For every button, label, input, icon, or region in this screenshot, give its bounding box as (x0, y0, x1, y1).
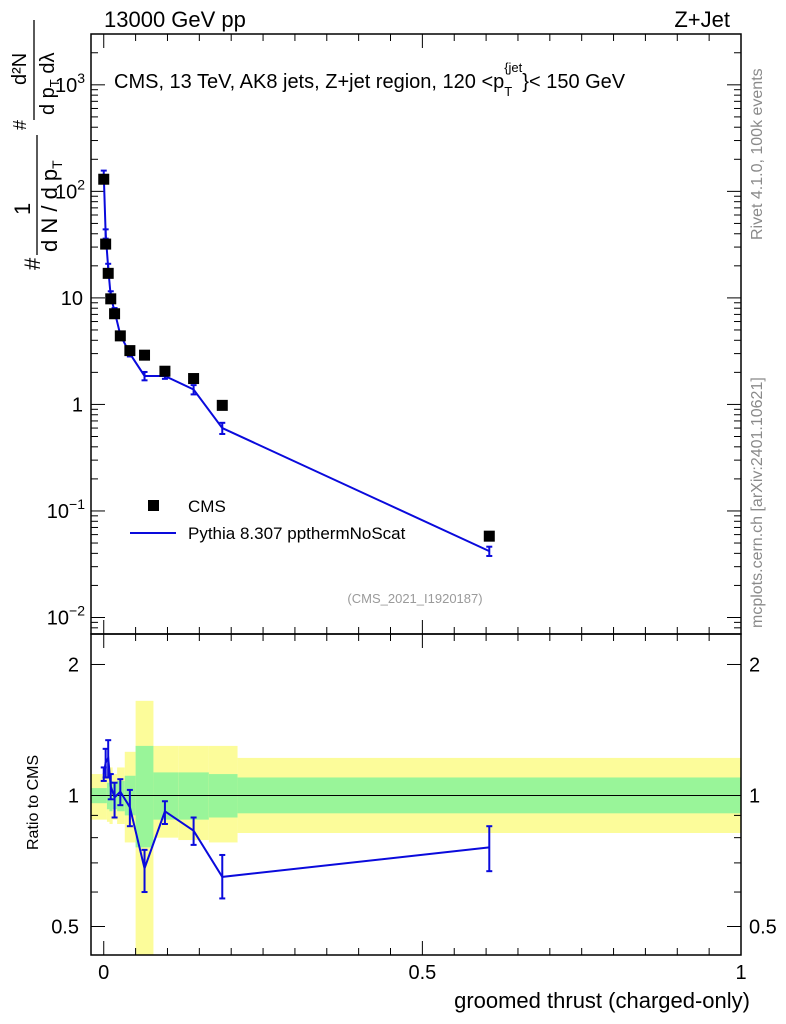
x-axis-label: groomed thrust (charged-only) (454, 988, 750, 1013)
legend-cms-marker (148, 500, 159, 511)
main-y-axis-label: # 1 d N / d pT # d²N d pT dλ (9, 20, 65, 270)
cms-data-point (100, 238, 112, 250)
rivet-version-label: Rivet 4.1.0, 100k events (749, 68, 766, 240)
main-y-tick-label: 103 (55, 70, 85, 97)
cms-data-point (139, 349, 151, 361)
analysis-tag: (CMS_2021_I1920187) (347, 591, 482, 606)
cms-data-point (109, 308, 121, 320)
legend-cms-label: CMS (188, 497, 226, 516)
cms-data-point (114, 330, 126, 342)
ratio-y-tick-label-right: 1 (749, 785, 760, 807)
x-tick-label: 0 (98, 962, 109, 984)
ratio-y-tick-label: 2 (68, 654, 79, 676)
ratio-y-tick-label-right: 0.5 (749, 916, 777, 938)
svg-text:d pT dλ: d pT dλ (37, 53, 62, 115)
legend: CMS Pythia 8.307 ppthermNoScat (130, 497, 406, 543)
plot-title: CMS, 13 TeV, AK8 jets, Z+jet region, 120… (114, 60, 626, 99)
x-tick-label: 0.5 (408, 962, 436, 984)
svg-text:#: # (10, 120, 30, 130)
header-process-label: Z+Jet (674, 7, 730, 32)
cms-data-point (483, 530, 495, 542)
header-beam-label: 13000 GeV pp (104, 7, 246, 32)
x-tick-label: 1 (735, 962, 746, 984)
main-y-tick-label: 102 (55, 176, 85, 203)
ratio-axes: 0 0.5 1 0.5 0.5 1 1 2 2 (51, 633, 777, 984)
mcplots-label: mcplots.cern.ch [arXiv:2401.10621] (749, 377, 766, 628)
cms-data-point (188, 373, 200, 385)
cms-data-point (124, 345, 136, 357)
main-y-tick-label: 10−2 (47, 602, 85, 629)
cms-data-point (159, 365, 171, 377)
mc-line (102, 174, 490, 553)
main-y-tick-label: 10 (61, 288, 83, 310)
svg-text:1: 1 (10, 203, 35, 215)
cms-data-point (105, 293, 117, 305)
ratio-y-axis-label: Ratio to CMS (25, 755, 42, 850)
cms-data-point (98, 173, 110, 185)
main-y-tick-label: 1 (72, 394, 83, 416)
mc-series-ratio (100, 739, 493, 900)
cms-data-point (102, 267, 114, 279)
ratio-y-tick-label: 1 (68, 785, 79, 807)
ratio-y-tick-label-right: 2 (749, 654, 760, 676)
mc-series-main (100, 169, 493, 557)
cms-data-point (216, 399, 228, 411)
ratio-y-tick-label: 0.5 (51, 916, 79, 938)
svg-text:d²N: d²N (9, 53, 31, 85)
main-y-tick-label: 10−1 (47, 496, 85, 523)
svg-text:#: # (20, 257, 45, 270)
ratio-band-inner (135, 745, 154, 848)
main-axes: 10−2 10−1 1 10 102 103 (47, 33, 742, 635)
cms-data-series (98, 173, 495, 542)
svg-text:d N / d pT: d N / d pT (37, 160, 65, 252)
ratio-band-inner (178, 772, 209, 820)
main-plot-frame (90, 33, 742, 635)
ratio-plot-frame (90, 633, 742, 956)
legend-mc-label: Pythia 8.307 ppthermNoScat (188, 524, 406, 543)
